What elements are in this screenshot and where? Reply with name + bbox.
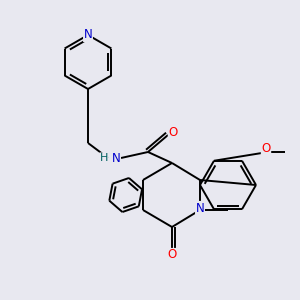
- Text: N: N: [112, 152, 120, 164]
- Text: O: O: [261, 142, 271, 154]
- Text: O: O: [168, 127, 178, 140]
- Text: N: N: [196, 202, 204, 214]
- Text: H: H: [100, 153, 108, 163]
- Text: O: O: [167, 248, 177, 262]
- Text: N: N: [84, 28, 92, 41]
